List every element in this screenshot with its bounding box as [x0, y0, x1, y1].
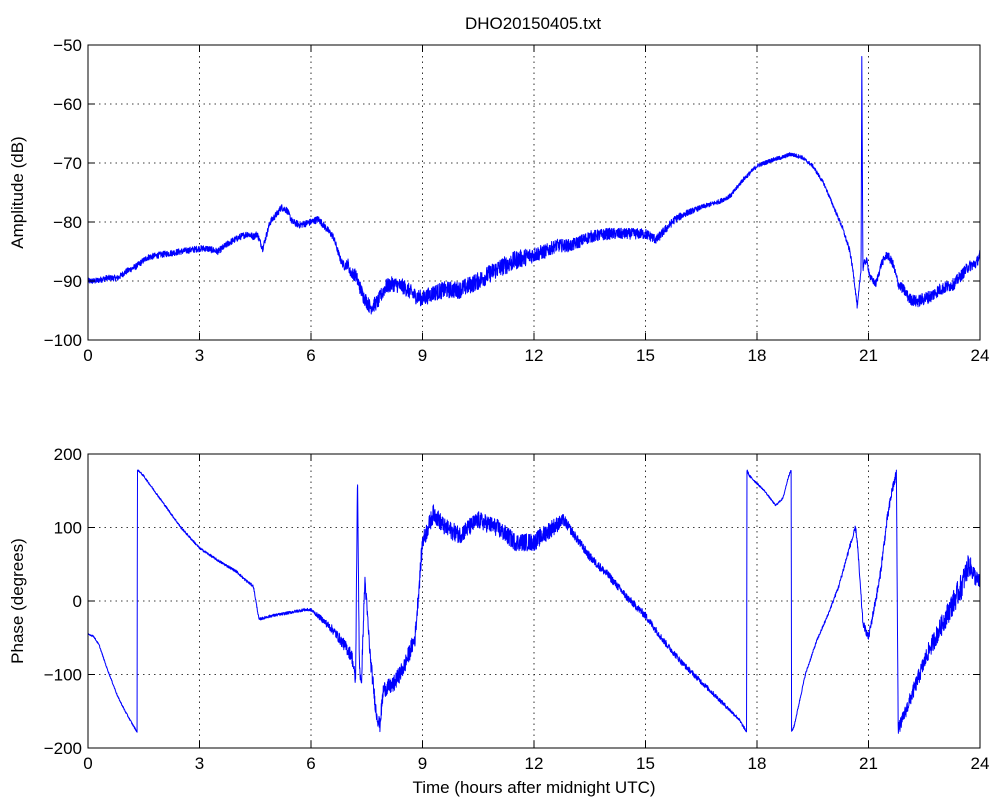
figure-title: DHO20150405.txt: [465, 14, 601, 33]
phase-x-axis-title: Time (hours after midnight UTC): [412, 778, 655, 797]
phase-y-tick-label: 100: [54, 519, 82, 538]
amplitude-x-tick-label: 24: [971, 346, 990, 365]
amplitude-y-tick-label: −60: [53, 95, 82, 114]
amplitude-x-tick-label: 3: [195, 346, 204, 365]
amplitude-x-tick-label: 6: [306, 346, 315, 365]
phase-series-line: [87, 469, 981, 734]
phase-y-tick-label: 0: [73, 592, 82, 611]
phase-x-tick-label: 9: [418, 754, 427, 773]
amplitude-axes: 0 3 6 9 12 15 18 21 24 −100 −90 −80 −70 −60 −50 Amplitu…: [8, 36, 989, 365]
amplitude-y-axis-title: Amplitude (dB): [8, 136, 27, 248]
amplitude-y-tick-label: −90: [53, 272, 82, 291]
amplitude-x-tick-label: 12: [525, 346, 544, 365]
amplitude-y-tick-label: −80: [53, 213, 82, 232]
phase-x-tick-label: 3: [195, 754, 204, 773]
phase-x-tick-label: 21: [859, 754, 878, 773]
phase-x-tick-label: 18: [748, 754, 767, 773]
amplitude-x-tick-label: 21: [859, 346, 878, 365]
amplitude-x-tick-label: 15: [636, 346, 655, 365]
phase-x-tick-label: 0: [83, 754, 92, 773]
phase-axes: 0 3 6 9 12 15 18 21 24 −200 −100 0 100 200 Phase (degr…: [8, 445, 989, 797]
amplitude-x-tick-label: 0: [83, 346, 92, 365]
amplitude-y-tick-label: −50: [53, 36, 82, 55]
phase-y-axis-title: Phase (degrees): [8, 538, 27, 664]
amplitude-x-tick-label: 18: [748, 346, 767, 365]
amplitude-x-tick-label: 9: [418, 346, 427, 365]
amplitude-plot-area: [87, 44, 981, 341]
phase-y-tick-label: −100: [44, 666, 82, 685]
phase-x-tick-label: 24: [971, 754, 990, 773]
phase-x-tick-label: 15: [636, 754, 655, 773]
phase-y-tick-label: 200: [54, 445, 82, 464]
amplitude-y-tick-label: −100: [44, 331, 82, 350]
amplitude-series-line: [87, 55, 981, 315]
phase-y-tick-label: −200: [44, 739, 82, 758]
phase-x-tick-label: 12: [525, 754, 544, 773]
phase-x-tick-label: 6: [306, 754, 315, 773]
amplitude-y-tick-label: −70: [53, 154, 82, 173]
